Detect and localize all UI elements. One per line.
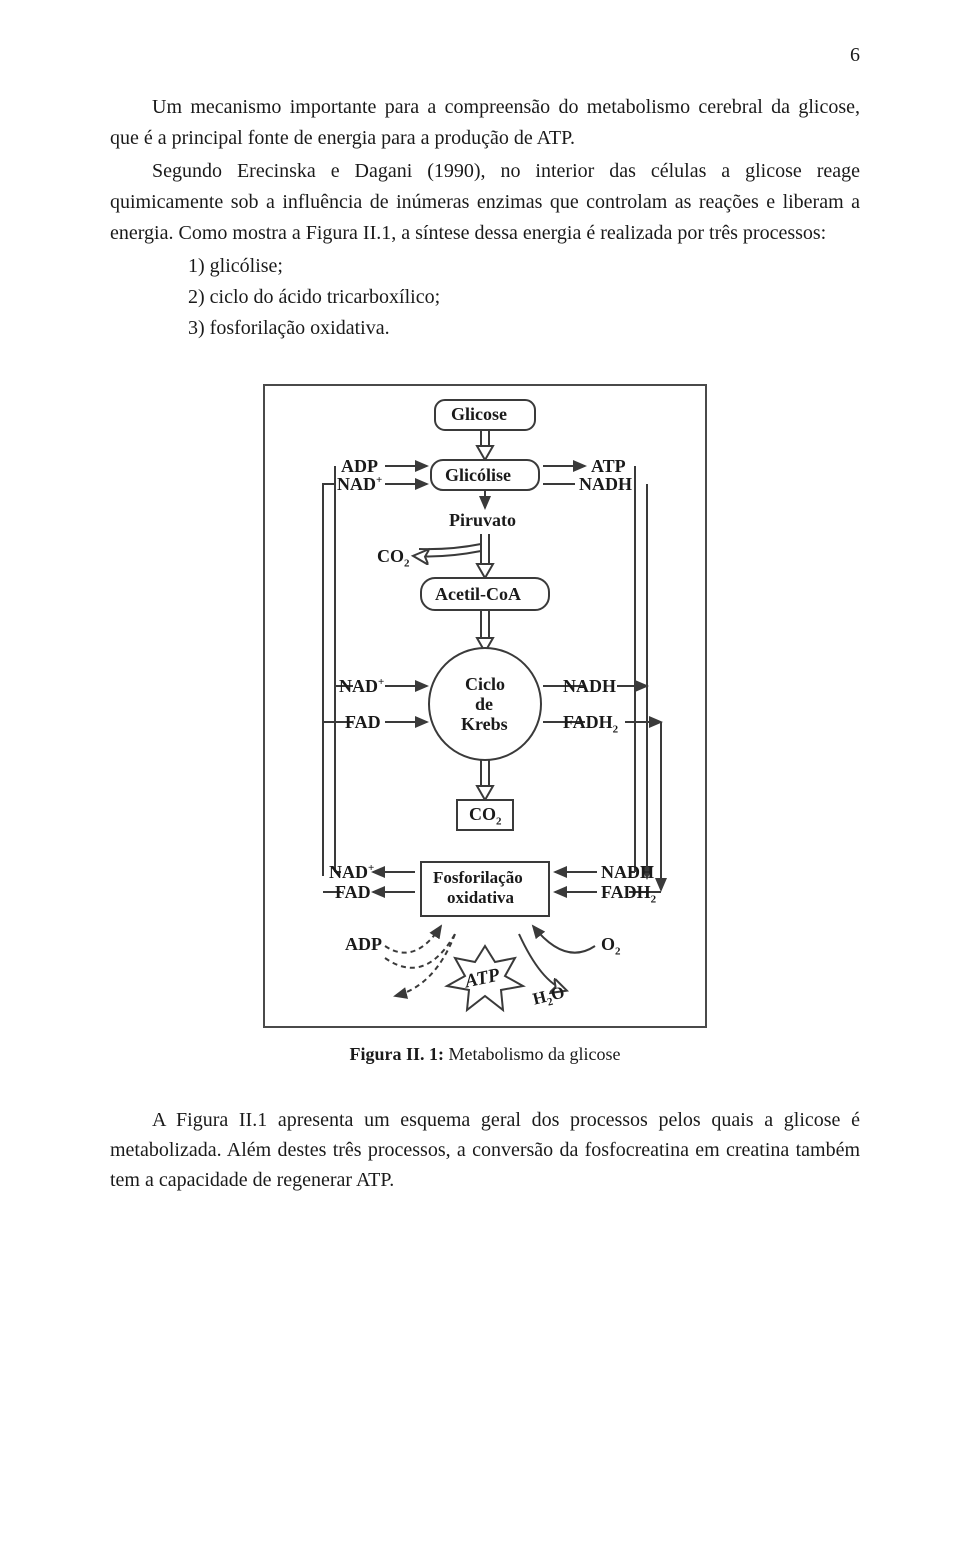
paragraph-3: A Figura II.1 apresenta um esquema geral… bbox=[110, 1105, 860, 1195]
label-fad: FAD bbox=[345, 712, 381, 733]
label-nad-plus-2: NAD+ bbox=[339, 676, 384, 697]
label-co2: CO2 bbox=[377, 546, 410, 570]
list-item: 2) ciclo do ácido tricarboxílico; bbox=[110, 282, 860, 313]
process-list: 1) glicólise; 2) ciclo do ácido tricarbo… bbox=[110, 251, 860, 344]
label-acetil-coa: Acetil-CoA bbox=[435, 584, 521, 605]
list-item: 3) fosforilação oxidativa. bbox=[110, 313, 860, 344]
page: 6 Um mecanismo importante para a compree… bbox=[0, 0, 960, 1546]
paragraph-2: Segundo Erecinska e Dagani (1990), no in… bbox=[110, 156, 860, 249]
label-krebs: Krebs bbox=[461, 714, 508, 735]
label-ciclo: Ciclo bbox=[465, 674, 505, 695]
label-fadh2: FADH2 bbox=[563, 712, 618, 736]
label-nad-plus-3: NAD+ bbox=[329, 862, 374, 883]
label-co2-2: CO2 bbox=[469, 804, 502, 828]
label-nadh-2: NADH bbox=[563, 676, 616, 697]
label-piruvato: Piruvato bbox=[449, 510, 516, 531]
caption-text: Metabolismo da glicose bbox=[444, 1044, 620, 1064]
label-glicose: Glicose bbox=[451, 404, 507, 425]
figure-caption: Figura II. 1: Metabolismo da glicose bbox=[110, 1044, 860, 1065]
label-nadh-3: NADH bbox=[601, 862, 654, 883]
label-fad-3: FAD bbox=[335, 882, 371, 903]
label-nadh: NADH bbox=[579, 474, 632, 495]
paragraph-1: Um mecanismo importante para a compreens… bbox=[110, 92, 860, 154]
label-o2: O2 bbox=[601, 934, 621, 958]
label-adp-3: ADP bbox=[345, 934, 382, 955]
list-item: 1) glicólise; bbox=[110, 251, 860, 282]
label-nad-plus: NAD+ bbox=[337, 474, 382, 495]
label-oxidativa: oxidativa bbox=[447, 888, 514, 908]
label-de: de bbox=[475, 694, 493, 715]
label-fadh2-3: FADH2 bbox=[601, 882, 656, 906]
metabolism-diagram: Glicose ADP NAD+ Glicólise ATP NADH Piru… bbox=[263, 384, 707, 1028]
label-glicolise: Glicólise bbox=[445, 465, 511, 486]
figure-wrap: Glicose ADP NAD+ Glicólise ATP NADH Piru… bbox=[110, 384, 860, 1028]
caption-bold: Figura II. 1: bbox=[350, 1044, 445, 1064]
page-number: 6 bbox=[850, 44, 860, 67]
label-fosforilacao: Fosforilação bbox=[433, 868, 523, 888]
